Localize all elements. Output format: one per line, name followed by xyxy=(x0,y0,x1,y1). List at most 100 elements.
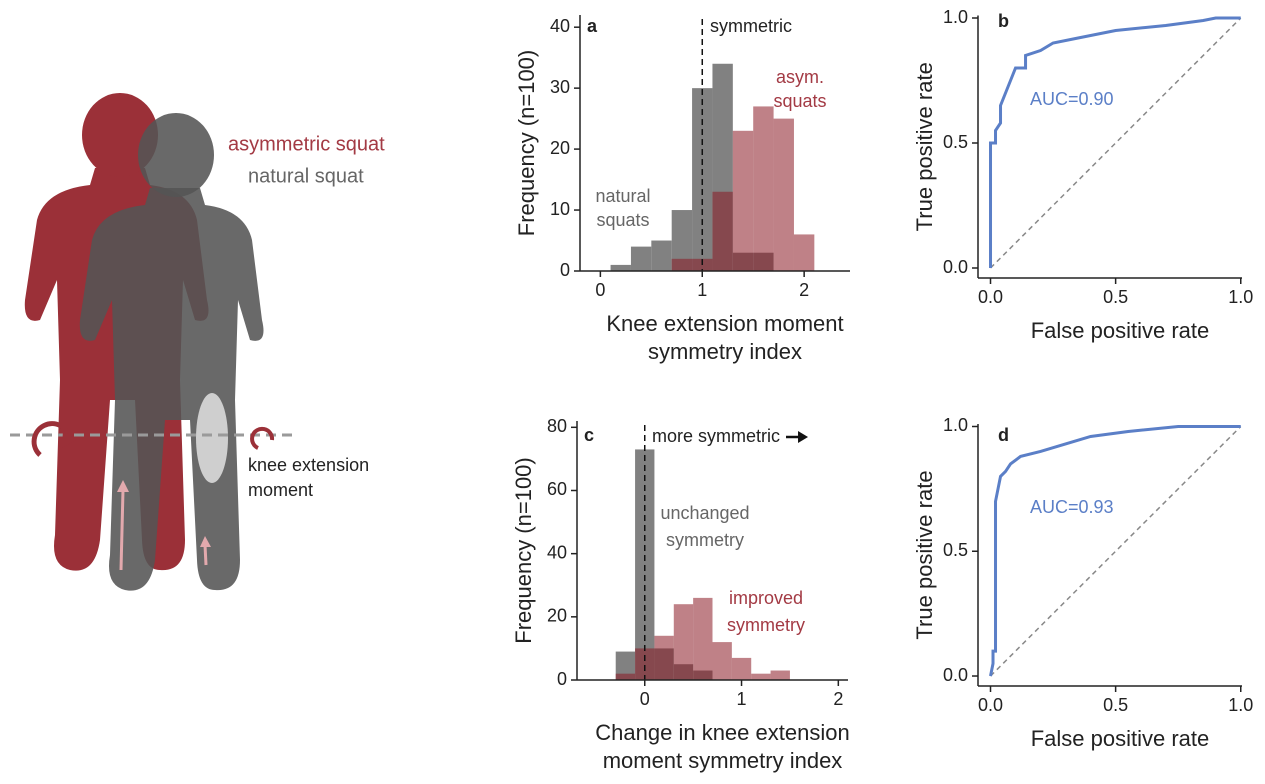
chance-diagonal xyxy=(989,17,1242,269)
panel-letter: a xyxy=(587,16,598,36)
y-axis-label: Frequency (n=100) xyxy=(511,457,536,644)
x-tick-label: 1.0 xyxy=(1228,695,1253,715)
arrow-head xyxy=(798,431,809,443)
histogram-bar xyxy=(615,651,636,680)
annotation: squats xyxy=(773,91,826,111)
histogram-bar xyxy=(610,264,631,271)
y-tick-label: 1.0 xyxy=(943,7,968,27)
asymmetric-label: asymmetric squat xyxy=(228,133,385,155)
histogram-bar xyxy=(753,106,774,271)
x-tick-label: 0.5 xyxy=(1103,287,1128,307)
moment-label: knee extension xyxy=(248,455,369,475)
chart-panel: 0.0 0.5 1.0 0.0 0.5 1.0 False positive rate Tru… xyxy=(912,7,1253,343)
y-tick-label: 1.0 xyxy=(943,415,968,435)
force-arrow xyxy=(119,489,125,571)
y-tick-label: 20 xyxy=(550,138,570,158)
y-tick-label: 60 xyxy=(547,479,567,499)
natural-label: natural squat xyxy=(248,165,364,187)
x-axis-label: moment symmetry index xyxy=(603,748,843,773)
annotation: symmetry xyxy=(666,530,744,550)
roc-curve xyxy=(989,424,1241,677)
rotation-arrow xyxy=(250,426,275,450)
x-axis-label: False positive rate xyxy=(1031,318,1210,343)
histogram-bar xyxy=(630,246,652,271)
y-tick-label: 20 xyxy=(547,606,567,626)
annotation: symmetric xyxy=(710,16,792,36)
y-axis-label: True positive rate xyxy=(912,470,937,639)
panel-letter: b xyxy=(998,11,1009,31)
chart-panel: 0 20 40 60 80 0 1 2 Change in knee extension mome… xyxy=(511,416,850,773)
x-tick-label: 1 xyxy=(697,280,707,300)
histogram-bar xyxy=(712,191,733,271)
histogram-bar xyxy=(773,118,794,271)
knee-joint xyxy=(196,393,228,483)
histogram-bar xyxy=(712,642,732,680)
histogram-bar xyxy=(693,597,713,680)
moment-label: moment xyxy=(248,480,313,500)
histogram-bar xyxy=(635,648,655,680)
histogram-bar xyxy=(751,673,771,680)
histogram-bar xyxy=(615,673,636,680)
x-axis-label: symmetry index xyxy=(648,339,802,364)
panel-letter: c xyxy=(584,425,594,445)
annotation: squats xyxy=(596,210,649,230)
x-tick-label: 2 xyxy=(833,689,843,709)
x-tick-label: 0 xyxy=(595,280,605,300)
force-arrow xyxy=(203,544,208,566)
y-axis-label: True positive rate xyxy=(912,62,937,231)
natural-figure xyxy=(79,113,264,591)
rotation-arrow xyxy=(31,421,73,457)
y-tick-label: 10 xyxy=(550,199,570,219)
arrow-head xyxy=(62,430,76,448)
y-tick-label: 0 xyxy=(557,669,567,689)
histogram-bar xyxy=(651,240,672,271)
x-axis-label: False positive rate xyxy=(1031,726,1210,751)
histogram-bar xyxy=(671,258,693,271)
x-tick-label: 0.0 xyxy=(978,695,1003,715)
x-tick-label: 0.5 xyxy=(1103,695,1128,715)
y-tick-label: 0.5 xyxy=(943,540,968,560)
chart-panel: 0 10 20 30 40 0 1 2 Knee extension moment symmetr… xyxy=(514,15,850,364)
x-axis-label: Change in knee extension xyxy=(595,720,849,745)
y-tick-label: 0 xyxy=(560,260,570,280)
chart-panel: 0.0 0.5 1.0 0.0 0.5 1.0 False positive rate Tru… xyxy=(912,415,1253,751)
annotation: symmetry xyxy=(727,615,805,635)
arrow-head xyxy=(117,480,129,492)
annotation: asym. xyxy=(776,67,824,87)
histogram-bar xyxy=(635,449,655,680)
y-tick-label: 0.0 xyxy=(943,665,968,685)
chance-diagonal xyxy=(989,425,1242,677)
illustration: asymmetric squat natural squat knee exte… xyxy=(10,93,385,591)
x-axis-label: Knee extension moment xyxy=(606,311,843,336)
y-tick-label: 80 xyxy=(547,416,567,436)
y-axis-label: Frequency (n=100) xyxy=(514,50,539,237)
histogram-bar xyxy=(732,130,754,271)
y-tick-label: 0.5 xyxy=(943,132,968,152)
y-tick-label: 30 xyxy=(550,77,570,97)
annotation: more symmetric xyxy=(652,426,780,446)
x-tick-label: 1 xyxy=(737,689,747,709)
arrow-head xyxy=(200,536,211,547)
histogram-bar xyxy=(673,604,694,680)
y-tick-label: 40 xyxy=(547,542,567,562)
annotation: improved xyxy=(729,588,803,608)
annotation: unchanged xyxy=(660,503,749,523)
x-tick-label: 0 xyxy=(640,689,650,709)
histogram-bar xyxy=(793,234,815,271)
x-tick-label: 2 xyxy=(799,280,809,300)
annotation: natural xyxy=(595,186,650,206)
histogram-bar xyxy=(671,210,693,271)
annotation: AUC=0.90 xyxy=(1030,89,1114,109)
y-tick-label: 40 xyxy=(550,16,570,36)
histogram-bar xyxy=(654,635,674,680)
x-tick-label: 0.0 xyxy=(978,287,1003,307)
annotation: AUC=0.93 xyxy=(1030,497,1114,517)
histogram-bar xyxy=(770,670,790,680)
y-tick-label: 0.0 xyxy=(943,257,968,277)
roc-curve xyxy=(989,16,1241,268)
histogram-bar xyxy=(731,657,752,680)
x-tick-label: 1.0 xyxy=(1228,287,1253,307)
panel-letter: d xyxy=(998,425,1009,445)
